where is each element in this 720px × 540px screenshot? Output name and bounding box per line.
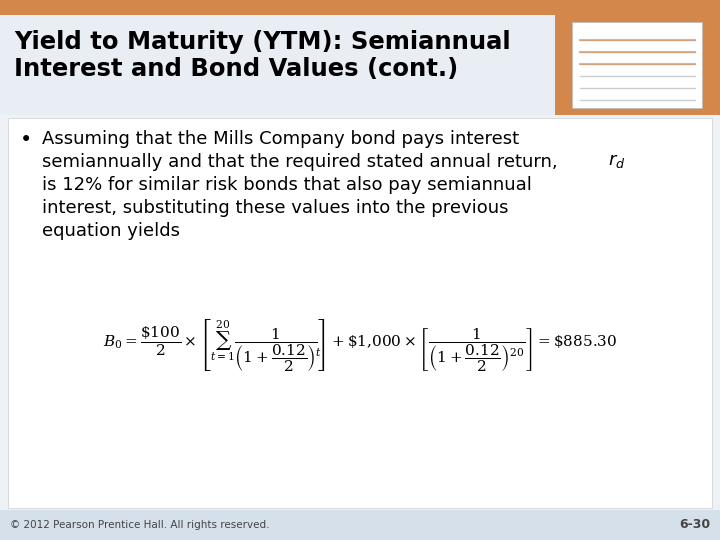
Text: © 2012 Pearson Prentice Hall. All rights reserved.: © 2012 Pearson Prentice Hall. All rights…: [10, 520, 269, 530]
Text: Assuming that the Mills Company bond pays interest: Assuming that the Mills Company bond pay…: [42, 130, 519, 148]
Bar: [0, 0, 720, 15]
Text: semiannually and that the required stated annual return,: semiannually and that the required state…: [42, 153, 557, 171]
Text: Yield to Maturity (YTM): Semiannual: Yield to Maturity (YTM): Semiannual: [14, 30, 510, 54]
Text: interest, substituting these values into the previous: interest, substituting these values into…: [42, 199, 508, 217]
Bar: [555, 15, 720, 115]
Bar: [8, 118, 712, 508]
Bar: [572, 22, 702, 108]
Text: 6-30: 6-30: [679, 518, 710, 531]
Text: equation yields: equation yields: [42, 222, 180, 240]
Bar: [0, 115, 720, 512]
Text: $r_d$: $r_d$: [608, 152, 626, 170]
Text: $B_0 = \dfrac{\$100}{2} \times \left[ \sum_{t=1}^{20} \dfrac{1}{\left(1 + \dfrac: $B_0 = \dfrac{\$100}{2} \times \left[ \s…: [103, 317, 617, 373]
Text: •: •: [20, 130, 32, 150]
Text: is 12% for similar risk bonds that also pay semiannual: is 12% for similar risk bonds that also …: [42, 176, 532, 194]
Bar: [0, 15, 560, 115]
Text: Interest and Bond Values (cont.): Interest and Bond Values (cont.): [14, 57, 458, 81]
Bar: [0, 510, 720, 540]
